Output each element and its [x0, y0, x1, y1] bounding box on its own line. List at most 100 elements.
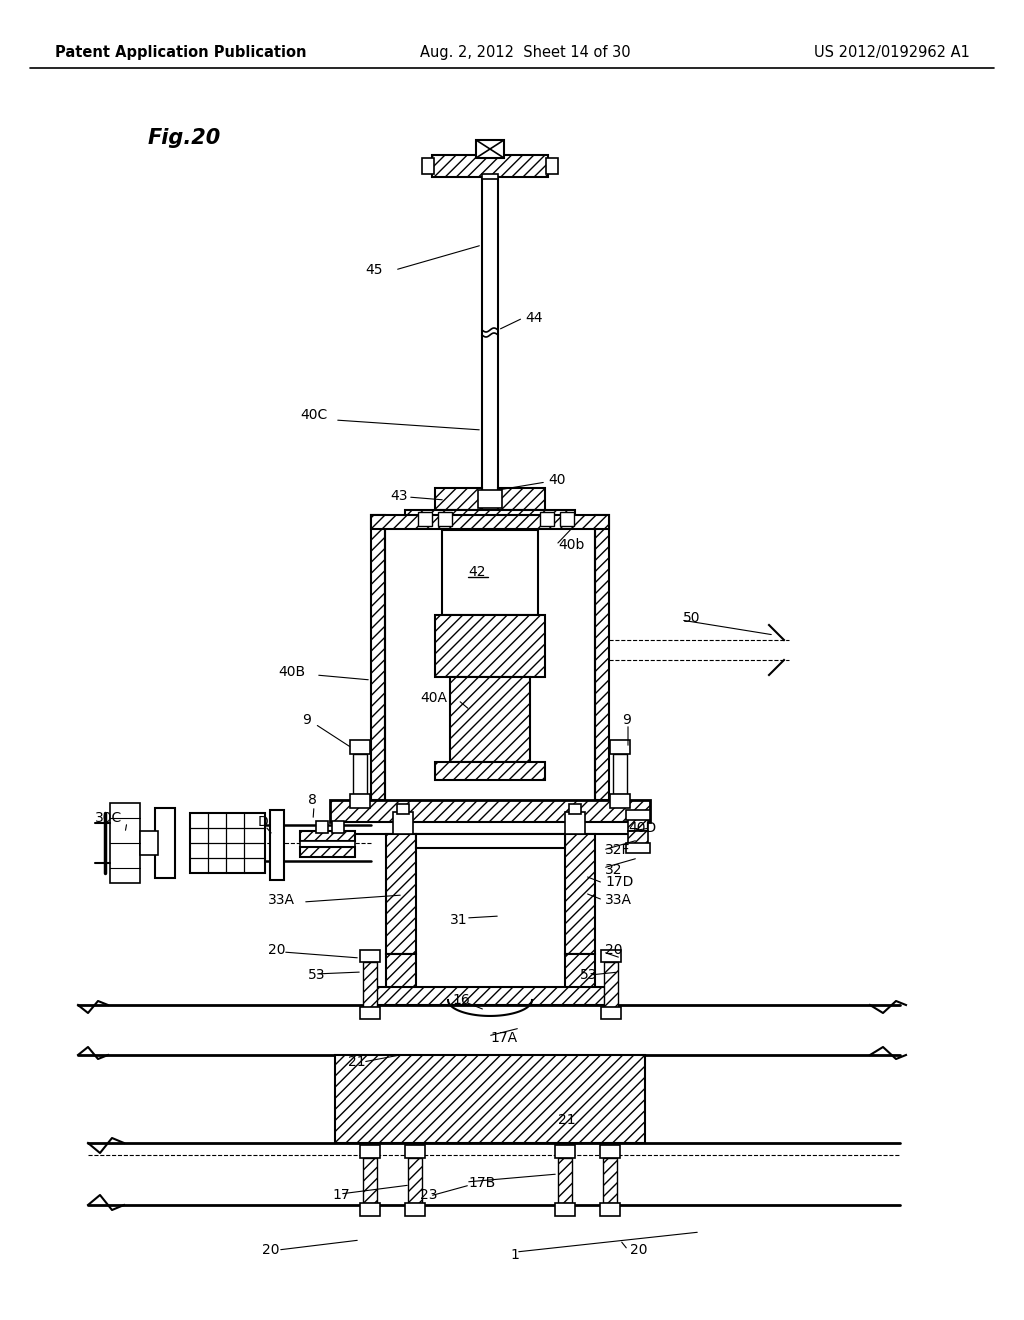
Bar: [360, 1203, 380, 1216]
Text: 32F: 32F: [605, 843, 631, 857]
Bar: [560, 512, 574, 525]
Bar: [498, 488, 545, 510]
Bar: [601, 950, 621, 962]
Text: 40A: 40A: [420, 690, 447, 705]
Bar: [270, 810, 284, 880]
Text: 30C: 30C: [95, 810, 122, 825]
Bar: [569, 804, 581, 814]
Text: 33A: 33A: [605, 894, 632, 907]
Bar: [342, 822, 638, 834]
Bar: [371, 515, 609, 529]
Text: 23: 23: [420, 1188, 437, 1203]
Text: 53: 53: [580, 968, 597, 982]
Bar: [603, 1158, 617, 1203]
Text: 44: 44: [525, 312, 543, 325]
Text: 17B: 17B: [468, 1176, 496, 1191]
Bar: [600, 1203, 620, 1216]
Bar: [371, 515, 385, 800]
Bar: [332, 821, 344, 833]
Bar: [360, 1144, 380, 1158]
Text: 40B: 40B: [278, 665, 305, 678]
Bar: [565, 954, 595, 1005]
Bar: [393, 812, 413, 834]
Bar: [555, 1203, 575, 1216]
Text: Fig.20: Fig.20: [148, 128, 221, 148]
Text: 9: 9: [622, 713, 631, 727]
Bar: [360, 950, 380, 962]
Bar: [418, 512, 432, 525]
Text: 53: 53: [308, 968, 326, 982]
Bar: [422, 158, 434, 174]
Bar: [353, 754, 367, 795]
Bar: [300, 832, 355, 841]
Bar: [476, 140, 504, 158]
Text: 20: 20: [605, 942, 623, 957]
Bar: [613, 754, 627, 795]
Bar: [546, 158, 558, 174]
Bar: [558, 1158, 572, 1203]
Text: 40D: 40D: [628, 821, 656, 836]
Bar: [376, 987, 605, 1005]
Text: 32: 32: [605, 863, 623, 876]
Text: 21: 21: [348, 1055, 366, 1069]
Bar: [478, 490, 502, 508]
Text: 40C: 40C: [300, 408, 328, 422]
Bar: [416, 834, 565, 847]
Bar: [335, 1055, 645, 1143]
Text: 20: 20: [268, 942, 286, 957]
Bar: [435, 615, 545, 677]
Bar: [540, 512, 554, 525]
Bar: [610, 741, 630, 754]
Bar: [435, 488, 482, 510]
Bar: [155, 808, 175, 878]
Bar: [595, 515, 609, 800]
Bar: [565, 834, 595, 954]
Bar: [362, 962, 377, 1007]
Bar: [360, 1007, 380, 1019]
Bar: [316, 821, 328, 833]
Text: 17D: 17D: [605, 875, 634, 888]
Text: US 2012/0192962 A1: US 2012/0192962 A1: [814, 45, 970, 59]
Text: 43: 43: [390, 488, 408, 503]
Bar: [406, 510, 575, 528]
Bar: [140, 832, 158, 855]
Bar: [397, 804, 409, 814]
Bar: [626, 810, 650, 820]
Bar: [110, 803, 140, 883]
Bar: [604, 962, 618, 1007]
Text: 40b: 40b: [558, 539, 585, 552]
Text: 31: 31: [450, 913, 468, 927]
Bar: [362, 1158, 377, 1203]
Bar: [406, 1203, 425, 1216]
Bar: [386, 834, 416, 954]
Bar: [610, 795, 630, 808]
Text: 20: 20: [630, 1243, 647, 1257]
Text: 16: 16: [452, 993, 470, 1007]
Bar: [601, 1007, 621, 1019]
Bar: [442, 531, 538, 615]
Bar: [190, 813, 265, 873]
Bar: [432, 154, 548, 177]
Text: 17: 17: [332, 1188, 349, 1203]
Bar: [300, 847, 355, 857]
Text: 40: 40: [548, 473, 565, 487]
Text: Patent Application Publication: Patent Application Publication: [55, 45, 306, 59]
Text: 50: 50: [683, 611, 700, 624]
Bar: [408, 1158, 422, 1203]
Bar: [350, 795, 370, 808]
Bar: [565, 812, 585, 834]
Text: 8: 8: [308, 793, 316, 807]
Bar: [626, 843, 650, 853]
Text: 33A: 33A: [268, 894, 295, 907]
Text: 17A: 17A: [490, 1031, 517, 1045]
Bar: [482, 177, 498, 512]
Text: 45: 45: [365, 263, 383, 277]
Bar: [438, 512, 452, 525]
Bar: [386, 954, 416, 1005]
Bar: [628, 817, 648, 832]
Bar: [350, 741, 370, 754]
Bar: [555, 1144, 575, 1158]
Text: 21: 21: [558, 1113, 575, 1127]
Text: 20: 20: [262, 1243, 280, 1257]
Bar: [600, 1144, 620, 1158]
